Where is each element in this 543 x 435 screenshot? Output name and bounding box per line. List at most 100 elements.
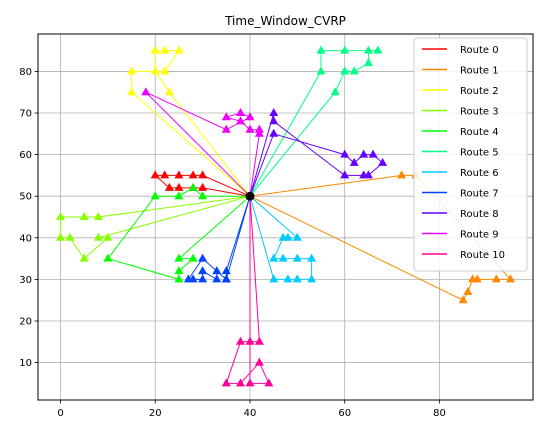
- route-1-line: [249, 174, 512, 301]
- route-9-series: [141, 87, 264, 197]
- route-10-point: [245, 336, 255, 345]
- route-8-point: [349, 157, 359, 166]
- route-4-point: [198, 191, 208, 200]
- legend-label: Route 8: [460, 209, 499, 220]
- route-10-point: [254, 357, 264, 366]
- route-4-point: [188, 253, 198, 262]
- route-0-point: [198, 170, 208, 179]
- route-4-point: [174, 253, 184, 262]
- route-8-series: [249, 108, 388, 197]
- y-tick-label: 10: [19, 358, 32, 369]
- route-3-point: [79, 253, 89, 262]
- route-2-point: [127, 66, 137, 75]
- route-5-point: [330, 87, 340, 96]
- route-9-point: [245, 124, 255, 133]
- route-0-point: [150, 170, 160, 179]
- route-1-point: [463, 286, 473, 295]
- route-10-point: [264, 378, 274, 387]
- route-2-point: [160, 45, 170, 54]
- route-6-point: [278, 253, 288, 262]
- route-6-point: [269, 253, 279, 262]
- route-5-point: [363, 58, 373, 67]
- route-6-series: [249, 195, 317, 283]
- route-2-point: [174, 45, 184, 54]
- route-9-point: [221, 124, 231, 133]
- route-10-point: [236, 378, 245, 387]
- route-0-point: [174, 182, 184, 191]
- route-7-point: [221, 266, 231, 275]
- x-tick-label: 0: [57, 408, 63, 419]
- route-3-line: [60, 195, 251, 260]
- route-6-point: [292, 232, 302, 241]
- route-7-point: [198, 266, 208, 275]
- route-9-point: [141, 87, 151, 96]
- route-2-line: [131, 50, 251, 197]
- depot-marker: [245, 191, 255, 201]
- route-1-point: [468, 274, 478, 283]
- route-3-point: [93, 232, 103, 241]
- route-5-point: [340, 45, 350, 54]
- route-2-point: [150, 45, 160, 54]
- route-5-point: [349, 66, 359, 75]
- route-0-point: [198, 182, 208, 191]
- route-8-point: [378, 157, 388, 166]
- route-2-point: [160, 66, 170, 75]
- route-10-series: [221, 196, 274, 387]
- route-4-point: [174, 191, 184, 200]
- route-0-point: [174, 170, 184, 179]
- route-8-point: [359, 170, 369, 179]
- legend-label: Route 2: [460, 86, 499, 97]
- x-tick-label: 60: [338, 408, 351, 419]
- route-0-point: [160, 170, 170, 179]
- route-10-point: [236, 336, 245, 345]
- plot-frame: [37, 33, 534, 401]
- route-9-point: [236, 116, 245, 125]
- route-6-point: [292, 253, 302, 262]
- route-6-point: [307, 253, 317, 262]
- route-3-point: [79, 212, 89, 220]
- route-7-point: [212, 274, 222, 283]
- route-4-point: [174, 266, 184, 275]
- route-2-point: [127, 87, 137, 96]
- x-tick-label: 20: [149, 408, 162, 419]
- legend-label: Route 3: [460, 107, 499, 118]
- route-10-point: [221, 378, 231, 387]
- route-10-point: [245, 378, 255, 387]
- y-tick-label: 80: [19, 67, 32, 78]
- route-7-point: [198, 253, 208, 262]
- route-6-point: [307, 274, 317, 283]
- route-1-point: [491, 274, 501, 283]
- route-9-point: [254, 124, 264, 133]
- route-2-point: [164, 87, 174, 96]
- legend-label: Route 7: [460, 189, 499, 200]
- y-tick-label: 30: [19, 275, 32, 286]
- legend-label: Route 10: [460, 250, 505, 261]
- legend-label: Route 4: [460, 127, 499, 138]
- route-3-point: [65, 232, 75, 241]
- route-2-point: [150, 66, 160, 75]
- route-6-point: [283, 274, 293, 283]
- route-0-point: [164, 182, 174, 191]
- route-1-point: [458, 295, 468, 304]
- route-3-point: [93, 212, 103, 220]
- y-tick-label: 50: [19, 192, 32, 203]
- chart-title: Time_Window_CVRP: [224, 14, 346, 28]
- legend: Route 0 Route 1 Route 2 Route 3 Route 4 Route…: [413, 37, 528, 272]
- route-1-point: [397, 170, 407, 179]
- route-4-point: [174, 274, 184, 283]
- route-4-point: [103, 253, 113, 262]
- route-7-series: [183, 196, 251, 283]
- route-2-series: [127, 45, 251, 197]
- route-5-point: [316, 66, 326, 75]
- route-10-line: [225, 196, 270, 384]
- depot-point: [245, 191, 255, 201]
- route-9-point: [245, 112, 255, 121]
- route-3-point: [103, 232, 113, 241]
- route-3-series: [56, 195, 251, 262]
- axis-ticks: 0 20 40 60 80 10 20 30 40 50 60 70 80: [19, 67, 446, 419]
- route-8-point: [340, 149, 350, 158]
- x-tick-label: 80: [433, 408, 446, 419]
- route-6-point: [292, 274, 302, 283]
- route-5-point: [340, 66, 350, 75]
